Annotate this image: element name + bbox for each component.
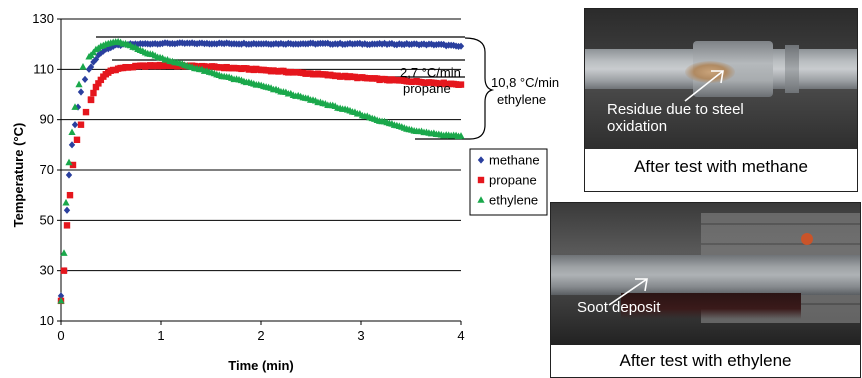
point-methane (77, 88, 85, 96)
y-tick-label: 10 (40, 313, 54, 328)
y-axis-title: Temperature (°C) (11, 123, 26, 228)
point-methane (71, 121, 79, 129)
point-ethylene (68, 128, 76, 136)
point-methane (428, 40, 435, 48)
arrow-icon (684, 70, 724, 102)
point-propane (66, 191, 74, 199)
point-propane (92, 83, 100, 91)
x-tick-label: 4 (457, 328, 464, 343)
pipe (551, 255, 860, 295)
legend-label-propane: propane (489, 173, 537, 188)
soot-band (621, 293, 801, 319)
x-axis-title: Time (min) (228, 358, 294, 373)
point-ethylene (57, 297, 65, 304)
point-methane (87, 63, 95, 71)
residue-label-line2: oxidation (607, 118, 668, 135)
point-methane (68, 141, 76, 149)
ethylene-rate-label: ethylene (497, 92, 546, 107)
wire-connector (801, 233, 813, 245)
legend-marker-methane (477, 156, 485, 164)
point-methane (57, 292, 65, 300)
series-propane (57, 61, 465, 305)
point-methane (388, 39, 396, 48)
point-methane (420, 40, 428, 48)
x-tick-label: 1 (157, 328, 164, 343)
residue-label-line1: Residue due to steel (607, 101, 744, 118)
legend: methane propane ethylene (469, 148, 548, 216)
point-methane (95, 51, 102, 59)
point-propane (82, 108, 90, 116)
point-methane (457, 42, 465, 50)
y-tick-label: 130 (32, 11, 54, 26)
point-ethylene (71, 103, 79, 110)
point-propane (97, 76, 105, 84)
point-methane (334, 40, 341, 48)
ethylene-test-photo: Soot deposit After test with ethylene (550, 202, 861, 378)
point-methane (63, 206, 71, 214)
y-tick-label: 110 (33, 61, 54, 76)
legend-marker-ethylene (477, 196, 485, 203)
point-ethylene (457, 132, 465, 139)
legend-label-ethylene: ethylene (489, 193, 538, 208)
point-ethylene (60, 249, 68, 256)
propane-rate-label: propane (403, 81, 451, 96)
point-propane (87, 96, 95, 104)
temperature-chart: 10 30 50 70 90 110 130 0 1 2 3 4 Time (min) Tempera… (11, 11, 559, 373)
point-propane (60, 267, 68, 274)
point-propane (95, 80, 102, 87)
point-ethylene (62, 198, 70, 206)
point-propane (73, 136, 81, 143)
legend-label-methane: methane (489, 153, 540, 168)
point-methane (110, 42, 117, 51)
point-methane (65, 171, 73, 179)
gridlines (61, 18, 461, 272)
ethylene-rate-bracket (464, 37, 495, 140)
methane-photo-caption: After test with methane (634, 157, 808, 176)
point-propane (457, 81, 465, 88)
x-tick-label: 3 (357, 328, 364, 343)
pipe-joint-ring (785, 45, 799, 93)
point-propane (69, 161, 77, 169)
point-propane (77, 121, 85, 128)
point-methane (81, 75, 89, 83)
y-tick-label: 90 (40, 112, 54, 127)
point-methane (336, 39, 344, 47)
ethylene-photo-caption: After test with ethylene (619, 351, 792, 370)
ethylene-rate-value: 10,8 °C/min (491, 75, 559, 90)
residue-label: Residue due to steel oxidation (607, 101, 744, 135)
point-propane (63, 222, 71, 229)
propane-rate-value: 2,7 °C/min (400, 65, 461, 80)
series-ethylene (57, 37, 465, 304)
y-tick-label: 50 (40, 212, 54, 227)
legend-marker-propane (477, 176, 485, 184)
soot-label: Soot deposit (577, 299, 661, 316)
x-tick-label: 2 (257, 328, 264, 343)
point-ethylene (65, 158, 73, 166)
y-tick-label: 30 (40, 263, 54, 278)
point-ethylene (75, 80, 83, 88)
tick-labels: 10 30 50 70 90 110 130 0 1 2 3 4 (32, 11, 464, 343)
series-methane (57, 39, 465, 300)
point-propane (90, 89, 97, 97)
y-tick-label: 70 (40, 162, 54, 177)
point-methane (381, 39, 388, 48)
methane-test-photo: Residue due to steel oxidation After tes… (584, 8, 858, 192)
data-series (57, 37, 465, 305)
arrow-icon (608, 278, 648, 306)
point-ethylene (79, 63, 87, 70)
x-tick-label: 0 (57, 328, 64, 343)
